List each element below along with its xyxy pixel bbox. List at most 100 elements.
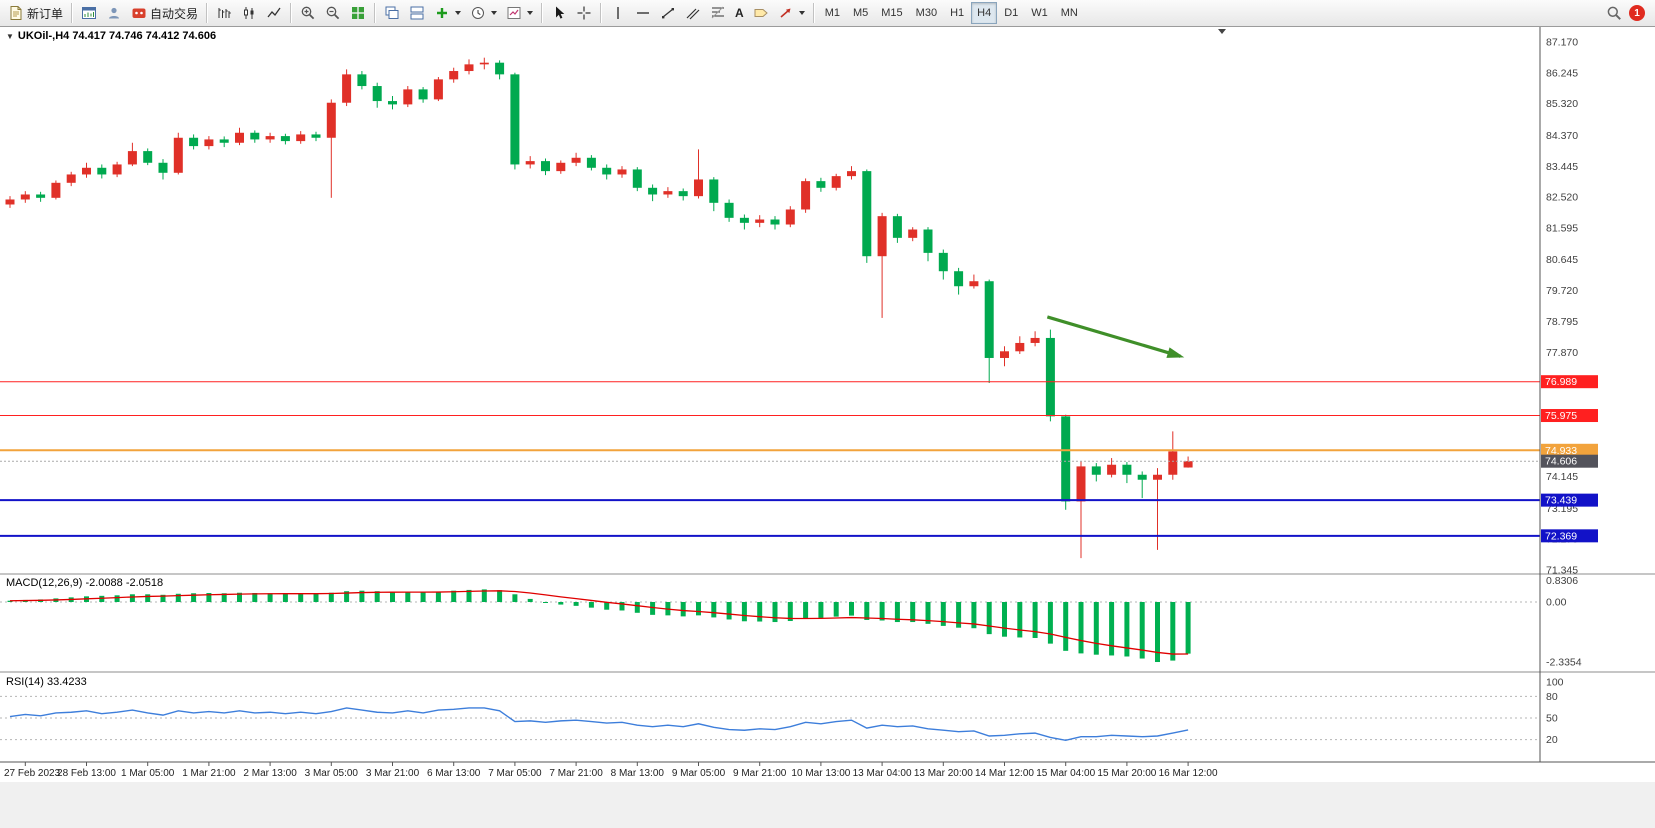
timeframe-m5-button[interactable]: M5 (852, 7, 869, 19)
price-badge (1541, 443, 1598, 457)
svg-text:14 Mar 12:00: 14 Mar 12:00 (975, 768, 1034, 779)
svg-text:75.975: 75.975 (1545, 410, 1577, 422)
trendline-button[interactable] (656, 1, 680, 25)
svg-text:81.595: 81.595 (1546, 223, 1578, 235)
svg-text:87.170: 87.170 (1546, 37, 1578, 49)
equidistant-channel-button[interactable] (681, 1, 705, 25)
insert-indicators-button[interactable] (430, 1, 465, 25)
svg-text:2 Mar 13:00: 2 Mar 13:00 (243, 768, 297, 779)
svg-text:0.00: 0.00 (1546, 597, 1567, 609)
svg-text:77.870: 77.870 (1546, 347, 1578, 359)
svg-text:7 Mar 05:00: 7 Mar 05:00 (488, 768, 542, 779)
arrow-tools-button[interactable] (774, 1, 809, 25)
insert-indicators-caret[interactable] (455, 11, 462, 15)
line-chart-icon (266, 5, 282, 21)
templates-icon (506, 5, 522, 21)
toolbar-separator (374, 3, 377, 23)
timeframe-d1-button[interactable]: D1 (1004, 7, 1019, 19)
zoom-in-button[interactable] (296, 1, 320, 25)
tile-windows-icon (350, 5, 366, 21)
new-order-icon (8, 5, 24, 21)
trendline-icon (660, 5, 676, 21)
macd-signal-line (9, 590, 1189, 655)
toolbar-separator (206, 3, 209, 23)
periods-caret[interactable] (491, 11, 498, 15)
timeframe-w1-button[interactable]: W1 (1031, 7, 1048, 19)
notification-badge[interactable]: 1 (1629, 5, 1645, 21)
svg-text:1 Mar 21:00: 1 Mar 21:00 (182, 768, 236, 779)
rsi-indicator-label: RSI(14) 33.4233 (6, 676, 87, 688)
candlestick-chart-button[interactable] (237, 1, 261, 25)
insert-indicators-icon (434, 5, 450, 21)
zoom-in-icon (300, 5, 316, 21)
timeframe-mn-button[interactable]: MN (1060, 7, 1078, 19)
svg-text:79.720: 79.720 (1546, 285, 1578, 297)
svg-text:74.606: 74.606 (1545, 456, 1577, 468)
toolbar-separator (600, 3, 603, 23)
toolbar: 新订单 自动交易 (0, 0, 1655, 27)
timeframe-m15-button[interactable]: M15 (881, 7, 903, 19)
svg-text:80: 80 (1546, 691, 1558, 703)
price-badge (1541, 409, 1598, 423)
timeframe-m1-button[interactable]: M1 (824, 7, 840, 19)
autotrading-label: 自动交易 (150, 6, 199, 21)
svg-text:9 Mar 05:00: 9 Mar 05:00 (672, 768, 726, 779)
svg-text:76.989: 76.989 (1545, 376, 1577, 388)
svg-text:50: 50 (1546, 713, 1558, 725)
trend-arrow-head (1166, 347, 1185, 358)
svg-text:74.145: 74.145 (1546, 471, 1578, 483)
fibonacci-button[interactable] (706, 1, 730, 25)
svg-text:3 Mar 05:00: 3 Mar 05:00 (305, 768, 359, 779)
line-chart-button[interactable] (262, 1, 286, 25)
text-tool-icon: A (735, 6, 744, 20)
chart-shift-marker (1218, 29, 1226, 34)
profiles-button[interactable] (102, 1, 126, 25)
arrow-tools-caret[interactable] (798, 11, 805, 15)
equidistant-channel-icon (685, 5, 701, 21)
zoom-out-button[interactable] (321, 1, 345, 25)
svg-text:16 Mar 12:00: 16 Mar 12:00 (1159, 768, 1218, 779)
timeframe-h4-button[interactable]: H4 (971, 2, 998, 24)
macd-indicator-label: MACD(12,26,9) -2.0088 -2.0518 (6, 577, 164, 589)
svg-text:80.645: 80.645 (1546, 254, 1578, 266)
new-order-button[interactable]: 新订单 (4, 1, 67, 25)
text-tool-button[interactable]: A (731, 1, 748, 25)
horizontal-line-icon (635, 5, 651, 21)
search-icon (1606, 5, 1622, 21)
timeframe-h1-button[interactable]: H1 (950, 7, 965, 19)
text-label-button[interactable] (749, 1, 773, 25)
periods-button[interactable] (466, 1, 501, 25)
cursor-icon (551, 5, 567, 21)
svg-text:13 Mar 04:00: 13 Mar 04:00 (853, 768, 912, 779)
timeframe-m30-button[interactable]: M30 (915, 7, 938, 19)
autotrading-button[interactable]: 自动交易 (127, 1, 202, 25)
svg-text:9 Mar 21:00: 9 Mar 21:00 (733, 768, 787, 779)
toolbar-separator (290, 3, 293, 23)
cascade-windows-button[interactable] (380, 1, 404, 25)
svg-text:82.520: 82.520 (1546, 192, 1578, 204)
templates-button[interactable] (502, 1, 537, 25)
templates-caret[interactable] (527, 11, 534, 15)
svg-text:84.370: 84.370 (1546, 130, 1578, 142)
svg-text:78.795: 78.795 (1546, 316, 1578, 328)
price-badge (1541, 454, 1598, 468)
tile-horizontal-icon (409, 5, 425, 21)
cascade-windows-icon (384, 5, 400, 21)
bar-chart-button[interactable] (212, 1, 236, 25)
toolbar-separator (812, 3, 815, 23)
svg-text:27 Feb 2023: 27 Feb 2023 (4, 768, 61, 779)
vertical-line-button[interactable] (606, 1, 630, 25)
crosshair-button[interactable] (572, 1, 596, 25)
tile-horizontal-button[interactable] (405, 1, 429, 25)
open-chart-button[interactable] (77, 1, 101, 25)
zoom-out-icon (325, 5, 341, 21)
one-click-trading-toggle[interactable]: ▼ (6, 31, 14, 41)
svg-text:28 Feb 13:00: 28 Feb 13:00 (57, 768, 116, 779)
tile-windows-button[interactable] (346, 1, 370, 25)
cursor-button[interactable] (547, 1, 571, 25)
price-badge (1541, 493, 1598, 507)
horizontal-line-button[interactable] (631, 1, 655, 25)
search-button[interactable] (1602, 1, 1626, 25)
candlestick-chart-icon (241, 5, 257, 21)
